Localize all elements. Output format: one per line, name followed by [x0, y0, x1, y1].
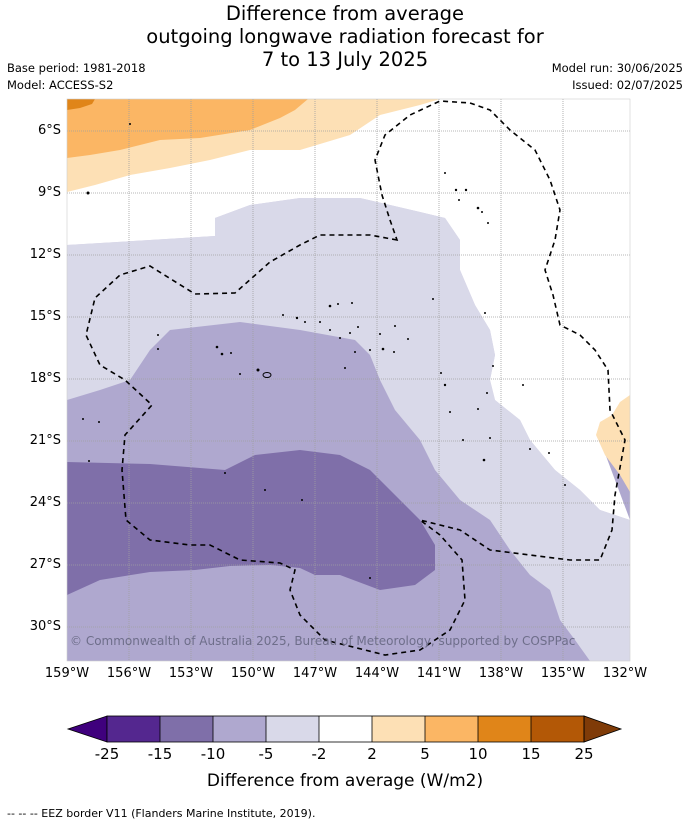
- lon-label: 135°W: [540, 666, 586, 681]
- field-minus2-to-minus5: [67, 198, 630, 661]
- colorbar-title: Difference from average (W/m2): [206, 771, 484, 791]
- model-run-text: Model run: 30/06/2025: [551, 61, 683, 75]
- lat-label: 9°S: [37, 185, 61, 200]
- eez-border-french-polynesia: [85, 100, 626, 656]
- lon-label: 153°W: [168, 666, 214, 681]
- colorbar-tick: 10: [468, 745, 488, 763]
- copyright-text: © Commonwealth of Australia 2025, Bureau…: [70, 634, 576, 648]
- colorbar-tick: 2: [367, 745, 377, 763]
- base-period-text: Base period: 1981-2018: [7, 61, 146, 75]
- lat-label: 24°S: [29, 495, 61, 510]
- colorbar-bin-5: [319, 716, 372, 742]
- chart-title-line2: outgoing longwave radiation forecast for: [146, 25, 544, 48]
- colorbar-tick: -15: [147, 745, 173, 763]
- meta-left: Base period: 1981-2018 Model: ACCESS-S2: [7, 60, 146, 94]
- field-minus10-to-minus15: [67, 450, 435, 595]
- colorbar-bin-6: [372, 716, 425, 742]
- colorbar-tick: -5: [258, 745, 274, 763]
- colorbar-bin-4: [266, 716, 319, 742]
- lat-label: 27°S: [29, 557, 61, 572]
- islands: [82, 123, 566, 579]
- lon-label: 144°W: [354, 666, 400, 681]
- colorbar-bin-1: [107, 716, 160, 742]
- issued-text: Issued: 02/07/2025: [572, 78, 683, 92]
- lon-label: 138°W: [478, 666, 524, 681]
- lon-label: 159°W: [44, 666, 90, 681]
- field-neutral-north: [67, 99, 630, 520]
- lat-label: 15°S: [29, 309, 61, 324]
- island-atoll: [262, 372, 272, 378]
- lat-label: 6°S: [37, 123, 61, 138]
- colorbar-bin-8: [478, 716, 531, 742]
- colorbar: [66, 715, 623, 743]
- field-plus2-patch-east: [596, 395, 630, 492]
- meta-right: Model run: 30/06/2025 Issued: 02/07/2025: [552, 60, 683, 94]
- colorbar-bin-7: [425, 716, 478, 742]
- field-plus5-to-plus10: [67, 99, 308, 158]
- lon-label: 150°W: [230, 666, 276, 681]
- map-frame: [66, 98, 631, 662]
- colorbar-extend-high: [583, 715, 623, 743]
- lat-label: 30°S: [29, 619, 61, 634]
- anomaly-field: [67, 99, 630, 661]
- colorbar-tick: -10: [200, 745, 226, 763]
- colorbar-tick: 15: [521, 745, 541, 763]
- lon-label: 156°W: [106, 666, 152, 681]
- colorbar-tick: -25: [94, 745, 120, 763]
- field-plus10-to-plus15: [67, 99, 95, 110]
- colorbar-tick: 5: [420, 745, 430, 763]
- lat-label: 21°S: [29, 433, 61, 448]
- lon-label: 141°W: [416, 666, 462, 681]
- lat-label: 12°S: [29, 247, 61, 262]
- colorbar-extend-low: [66, 715, 108, 743]
- lat-label: 18°S: [29, 371, 61, 386]
- colorbar-bin-3: [213, 716, 266, 742]
- model-text: Model: ACCESS-S2: [7, 78, 114, 92]
- lon-label: 147°W: [292, 666, 338, 681]
- graticule: [67, 99, 630, 661]
- colorbar-bin-9: [531, 716, 584, 742]
- chart-title-line1: Difference from average: [225, 2, 465, 25]
- colorbar-frame: [106, 715, 585, 743]
- lon-label: 132°W: [602, 666, 648, 681]
- chart-title-line3: 7 to 13 July 2025: [261, 48, 429, 71]
- colorbar-bin-2: [160, 716, 213, 742]
- footer-legend: -- -- -- EEZ border V11 (Flanders Marine…: [7, 807, 316, 820]
- colorbar-tick: 25: [574, 745, 594, 763]
- colorbar-tick: -2: [311, 745, 327, 763]
